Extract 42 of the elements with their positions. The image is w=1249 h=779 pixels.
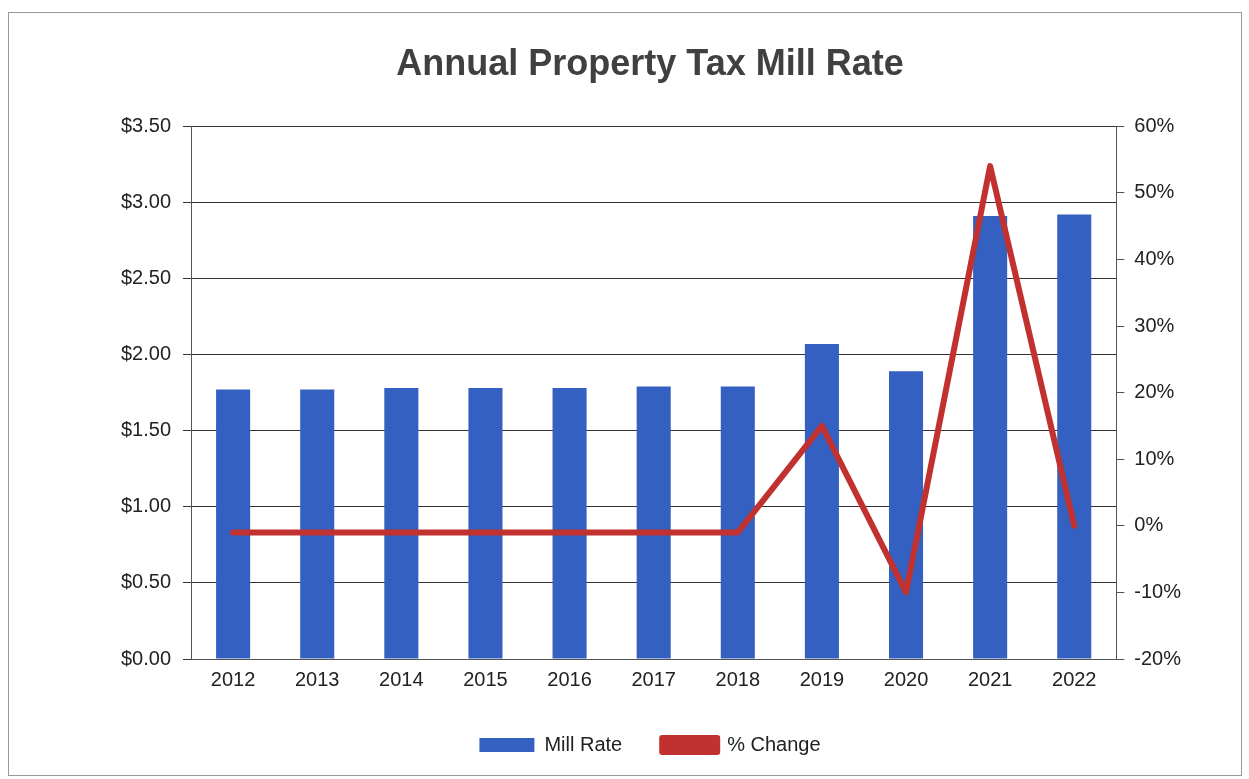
x-tick-label: 2018: [715, 667, 761, 690]
y-tick-label: $0.50: [120, 570, 172, 593]
x-tick-label: 2014: [379, 667, 424, 690]
x-tick-label: 2022: [1052, 667, 1097, 690]
y2-tick-label: 0%: [1134, 513, 1164, 536]
y-tick-label: $1.00: [120, 494, 172, 517]
bar: [804, 343, 839, 659]
y-tick-label: $0.00: [120, 646, 172, 669]
bar: [888, 371, 924, 659]
x-tick-label: 2020: [883, 667, 929, 690]
y2-tick-label: 10%: [1134, 446, 1175, 469]
y2-tick-label: 50%: [1134, 180, 1175, 203]
y2-tick-label: 40%: [1134, 246, 1175, 269]
bar: [636, 386, 671, 659]
y2-tick-label: 30%: [1134, 313, 1175, 336]
bar: [720, 386, 755, 659]
y-tick-label: $1.50: [120, 418, 172, 441]
y2-tick-label: 20%: [1134, 380, 1175, 403]
x-tick-label: 2016: [547, 667, 592, 690]
chart-title: Annual Property Tax Mill Rate: [396, 41, 904, 83]
x-tick-label: 2019: [799, 667, 845, 690]
y2-tick-label: 60%: [1134, 113, 1175, 136]
y-tick-label: $2.00: [120, 342, 172, 365]
x-tick-label: 2013: [294, 667, 340, 690]
legend-label: % Change: [727, 732, 821, 755]
bar: [216, 389, 251, 659]
y-tick-label: $2.50: [120, 265, 172, 288]
x-tick-label: 2012: [210, 667, 256, 690]
y-tick-label: $3.50: [120, 113, 172, 136]
bar: [973, 216, 1008, 659]
x-tick-label: 2015: [463, 667, 508, 690]
x-tick-label: 2021: [967, 667, 1013, 690]
bar: [552, 388, 587, 659]
bar: [468, 388, 503, 659]
x-tick-label: 2017: [631, 667, 676, 690]
y-tick-label: $3.00: [120, 189, 172, 212]
y2-tick-label: -10%: [1134, 579, 1182, 602]
y2-tick-label: -20%: [1134, 646, 1182, 669]
bar: [384, 388, 419, 659]
bar: [300, 389, 335, 659]
legend-label: Mill Rate: [544, 732, 623, 755]
bar: [1057, 214, 1092, 659]
